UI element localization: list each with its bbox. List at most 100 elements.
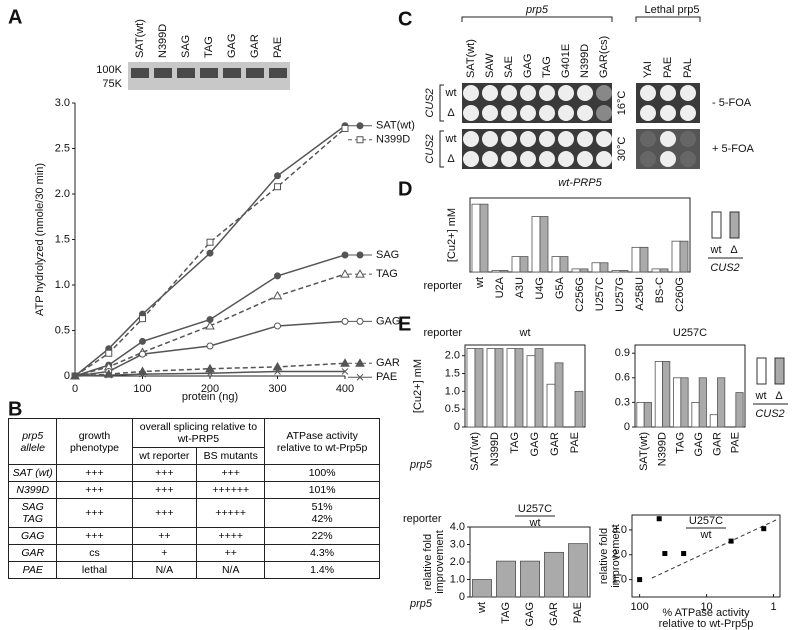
marker xyxy=(340,269,350,278)
label: 0.9 xyxy=(615,347,630,359)
bar xyxy=(471,203,481,273)
marker xyxy=(105,371,113,379)
label: protein (ng) xyxy=(182,391,238,403)
bracket xyxy=(439,130,444,168)
legend-swatch xyxy=(711,211,722,239)
colony xyxy=(577,85,593,101)
table-cell: GAG xyxy=(7,527,58,545)
bar xyxy=(491,270,501,273)
series-line xyxy=(74,254,346,377)
bar xyxy=(662,360,671,428)
label: 0.6 xyxy=(615,372,630,384)
bar xyxy=(486,348,496,428)
label: A3U xyxy=(514,277,526,298)
table-row: GAR cs + ++ 4.3% xyxy=(7,544,380,562)
marker xyxy=(205,363,215,373)
marker xyxy=(139,315,146,323)
label: PAE xyxy=(662,57,674,78)
header-cell: growth phenotype xyxy=(56,418,133,465)
cell-text: + xyxy=(161,547,168,559)
table-cell: cs xyxy=(56,544,133,562)
cell-text: +++ xyxy=(155,507,174,519)
marker xyxy=(274,272,281,280)
bar xyxy=(579,268,589,273)
colony xyxy=(501,105,517,121)
label: Δ xyxy=(730,244,738,256)
table-cell: + xyxy=(131,544,198,562)
label: GAG xyxy=(529,432,541,456)
label: GAR xyxy=(376,357,400,369)
bar xyxy=(574,390,584,428)
point xyxy=(662,551,668,557)
label: ATP hydrolyzed (nmole/30 min) xyxy=(34,163,46,316)
marker xyxy=(355,358,365,367)
label: G401E xyxy=(560,44,572,78)
panel-label: C xyxy=(398,8,412,30)
label: 2.5 xyxy=(55,142,70,154)
cell-text: SAT (wt) xyxy=(12,467,53,479)
label: 1 xyxy=(770,601,776,613)
bar xyxy=(654,360,663,428)
cell-text: +++++ xyxy=(215,507,247,519)
bar xyxy=(520,560,541,598)
label: 1.0 xyxy=(55,279,70,291)
cell-text: 51% xyxy=(311,501,333,513)
label: Δ xyxy=(447,107,455,119)
point xyxy=(656,516,662,522)
label: PAE xyxy=(376,371,397,383)
frame xyxy=(631,514,781,598)
frame xyxy=(634,344,746,428)
label: 4.0 xyxy=(450,521,465,533)
marker xyxy=(105,349,113,357)
label: N399D xyxy=(157,24,169,58)
label: TAG xyxy=(376,268,398,280)
panel-label: D xyxy=(398,178,412,200)
table-cell: ++ xyxy=(196,544,266,562)
label: SAT(wt) xyxy=(469,432,481,471)
marker xyxy=(356,251,364,259)
colony xyxy=(539,131,555,147)
colony xyxy=(558,131,574,147)
bar xyxy=(619,270,629,273)
bar xyxy=(506,348,516,428)
colony xyxy=(463,105,479,121)
label: PAE xyxy=(569,432,581,453)
marker xyxy=(206,238,214,246)
colony xyxy=(577,131,593,147)
table-cell: lethal xyxy=(56,561,133,579)
label: SAG xyxy=(376,249,399,261)
table-cell: N399D xyxy=(7,481,58,499)
point xyxy=(681,551,687,557)
marker xyxy=(274,368,281,375)
table-cell: 100% xyxy=(264,464,380,482)
colony xyxy=(482,151,498,167)
label: U257C xyxy=(518,503,552,515)
marker xyxy=(356,136,364,144)
label: relative fold xyxy=(598,528,610,584)
label: 16°C xyxy=(616,91,628,116)
bar xyxy=(673,377,682,428)
header-cell: overall splicing relative to wt-PRP5 xyxy=(131,418,266,448)
panel-label: B xyxy=(8,398,22,420)
cell-text: 4.3% xyxy=(310,547,335,559)
label: [Cu2+] mM xyxy=(446,208,458,262)
label: GAG xyxy=(522,54,534,78)
bar xyxy=(680,377,689,428)
table-cell: +++ xyxy=(56,481,133,499)
label: 100 xyxy=(630,601,648,613)
table-row: N399D +++ +++ ++++++ 101% xyxy=(7,481,380,499)
table-row: SAG TAG +++ +++ +++++ 51% 42% xyxy=(7,498,380,528)
series-line xyxy=(74,127,346,377)
bar xyxy=(511,256,521,273)
colony xyxy=(482,131,498,147)
table-cell: +++ xyxy=(131,481,198,499)
label: 3.0 xyxy=(450,538,465,550)
bar xyxy=(544,551,565,598)
label: wt xyxy=(755,390,767,402)
table-row: SAT (wt) +++ +++ +++ 100% xyxy=(7,464,380,482)
label: 0 xyxy=(64,370,70,382)
colony xyxy=(680,131,696,147)
legend-swatch xyxy=(729,211,740,239)
label: SAT(wt) xyxy=(376,120,415,132)
label: N399D xyxy=(656,432,668,466)
